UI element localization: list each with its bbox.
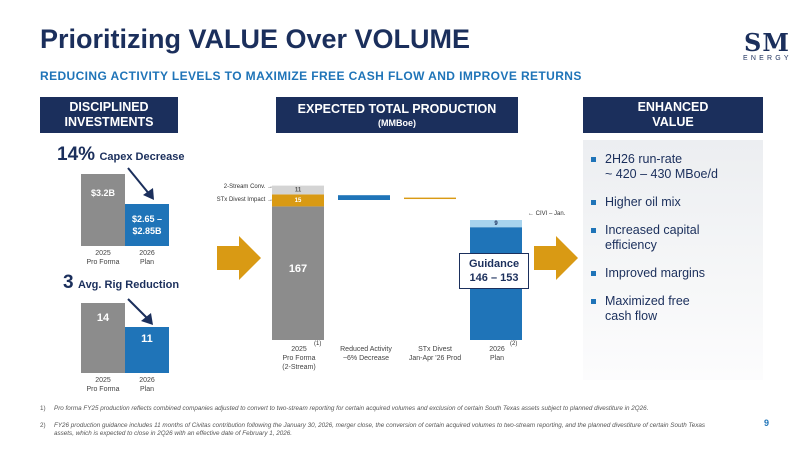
- rig-axis-label-2026: 2026 Plan: [139, 377, 155, 393]
- footnote-mark-2: (2): [510, 341, 518, 347]
- guidance-label: Guidance: [468, 258, 520, 270]
- capex-callout-label: Capex Decrease: [99, 151, 185, 163]
- header-line: DISCIPLINED: [69, 100, 149, 114]
- capex-bar-2026: $2.65 – $2.85B: [125, 204, 169, 246]
- rig-bar-2025-value: 14: [96, 312, 110, 324]
- rig-bar-2025: 14: [81, 303, 125, 373]
- page-title: Prioritizing VALUE Over VOLUME: [40, 24, 471, 54]
- disciplined-investments-header: DISCIPLINED INVESTMENTS: [40, 97, 178, 133]
- value-bullet: Increased capital efficiency: [583, 223, 763, 253]
- guidance-box: Guidance 146 – 153: [459, 253, 529, 289]
- end-bar-civi: [470, 220, 522, 228]
- waterfall-x-label-2026: 2026 Plan: [489, 346, 505, 362]
- value-bullet: Improved margins: [583, 266, 763, 281]
- stx-divest-annotation: STx Divest Impact →: [216, 197, 273, 203]
- start-bar-conv-label: 11: [295, 188, 302, 194]
- bullet-icon: [591, 157, 596, 162]
- company-logo-subtext: ENERGY: [743, 55, 792, 62]
- start-bar-stx-divest: [272, 194, 324, 207]
- header-line: INVESTMENTS: [64, 115, 154, 129]
- footnote-1: 1) Pro forma FY25 production reflects co…: [40, 405, 649, 412]
- start-bar-two-stream: [272, 185, 324, 195]
- capex-callout: 14% Capex Decrease: [57, 144, 185, 166]
- waterfall-x-label-stx: STx Divest Jan-Apr '26 Prod: [408, 346, 462, 362]
- capex-callout-value: 14%: [57, 144, 96, 165]
- right-arrow-icon: [217, 236, 261, 280]
- guidance-range: 146 – 153: [469, 272, 519, 284]
- stx-divest-step: [404, 197, 456, 200]
- capex-bar-2026-value: $2.85B: [132, 226, 162, 236]
- rig-bar-2026: 11: [125, 327, 169, 373]
- capex-down-arrow-icon: [127, 167, 154, 200]
- rig-callout-label: Avg. Rig Reduction: [78, 279, 180, 291]
- capex-axis-label-2026: 2026 Plan: [139, 250, 155, 266]
- value-bullet: Maximized free cash flow: [583, 294, 763, 324]
- header-line: VALUE: [652, 115, 694, 129]
- rig-axis-label-2025: 2025 Pro Forma: [86, 377, 120, 393]
- company-logo: SM: [744, 28, 790, 57]
- footnote-2: 2) FY26 production guidance includes 11 …: [40, 422, 706, 437]
- rig-callout: 3 Avg. Rig Reduction: [63, 272, 179, 294]
- rig-bar-2026-value: 11: [141, 333, 153, 345]
- capex-bar-2025-value: $3.2B: [90, 188, 116, 198]
- two-stream-annotation: 2-Stream Conv. →: [223, 184, 273, 190]
- start-bar-base-label: 167: [289, 263, 307, 275]
- bullet-icon: [591, 299, 596, 304]
- expected-production-header: EXPECTED TOTAL PRODUCTION (MMBoe): [276, 97, 518, 133]
- bullet-icon: [591, 200, 596, 205]
- reduced-activity-step: [338, 195, 390, 200]
- capex-bar-2025: $3.2B: [81, 174, 125, 246]
- capex-bar-2026-value: $2.65 –: [131, 214, 163, 224]
- civi-annotation: ← CIVI – Jan.: [528, 211, 566, 217]
- waterfall-x-label-reduced: Reduced Activity ~6% Decrease: [340, 346, 392, 362]
- end-bar-civi-label: 9: [494, 221, 498, 227]
- bullet-icon: [591, 271, 596, 276]
- header-line: ENHANCED: [637, 100, 709, 114]
- value-bullet-list: 2H26 run-rate ~ 420 – 430 MBoe/d Higher o…: [583, 140, 763, 324]
- bullet-icon: [591, 228, 596, 233]
- enhanced-value-header: ENHANCED VALUE: [583, 97, 763, 133]
- start-bar-stx-label: 15: [295, 198, 302, 204]
- header-line: EXPECTED TOTAL PRODUCTION: [297, 101, 497, 116]
- right-arrow-icon: [534, 236, 578, 280]
- header-unit: (MMBoe): [378, 117, 416, 128]
- rig-callout-value: 3: [63, 272, 74, 293]
- page-subtitle: REDUCING ACTIVITY LEVELS TO MAXIMIZE FRE…: [40, 69, 582, 83]
- enhanced-value-panel: 2H26 run-rate ~ 420 – 430 MBoe/d Higher o…: [583, 140, 763, 380]
- footnote-mark-1: (1): [314, 341, 322, 347]
- capex-axis-label-2025: 2025 Pro Forma: [86, 250, 120, 266]
- page-number: 9: [764, 418, 770, 428]
- value-bullet: Higher oil mix: [583, 195, 763, 210]
- rig-down-arrow-icon: [127, 298, 153, 325]
- waterfall-x-label-2025: 2025 Pro Forma (2-Stream): [282, 346, 316, 371]
- production-waterfall-chart: 167 15 11 9: [272, 185, 522, 340]
- value-bullet: 2H26 run-rate ~ 420 – 430 MBoe/d: [583, 152, 763, 182]
- start-bar-base: [272, 206, 324, 340]
